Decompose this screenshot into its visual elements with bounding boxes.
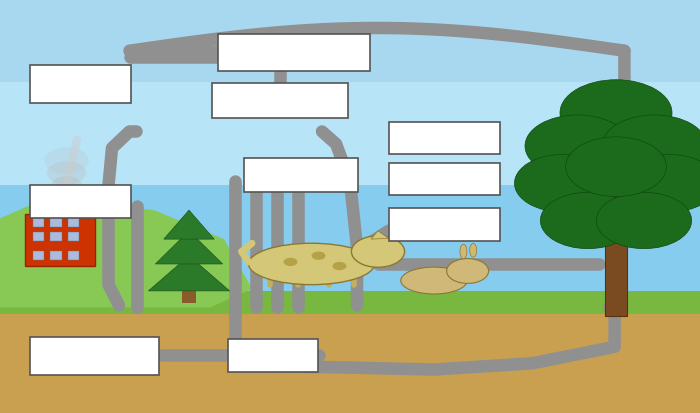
Polygon shape: [0, 202, 252, 308]
Circle shape: [525, 116, 630, 178]
Bar: [50, 251, 62, 260]
Circle shape: [620, 155, 700, 213]
Bar: [0, 291, 700, 314]
Circle shape: [602, 116, 700, 178]
Circle shape: [312, 252, 326, 260]
FancyBboxPatch shape: [389, 164, 500, 196]
Bar: [33, 218, 44, 227]
Circle shape: [51, 177, 82, 195]
Bar: [0, 0, 700, 83]
Bar: [33, 233, 44, 242]
FancyBboxPatch shape: [389, 209, 500, 241]
FancyBboxPatch shape: [31, 337, 158, 375]
Circle shape: [351, 236, 405, 268]
Circle shape: [44, 148, 89, 174]
Bar: [0, 186, 700, 289]
Bar: [0, 0, 700, 186]
Circle shape: [284, 258, 298, 266]
Ellipse shape: [470, 244, 477, 258]
FancyBboxPatch shape: [389, 122, 500, 154]
Circle shape: [566, 138, 666, 197]
Ellipse shape: [248, 244, 374, 285]
Bar: [39, 188, 52, 215]
Bar: [33, 251, 44, 260]
Bar: [182, 287, 196, 304]
Bar: [50, 233, 62, 242]
Bar: [605, 163, 627, 316]
Circle shape: [514, 155, 612, 213]
Circle shape: [560, 81, 672, 147]
FancyBboxPatch shape: [31, 66, 131, 103]
Bar: [68, 251, 79, 260]
Circle shape: [540, 193, 636, 249]
FancyBboxPatch shape: [218, 35, 370, 72]
Bar: [0, 308, 700, 413]
Circle shape: [447, 259, 489, 284]
Ellipse shape: [400, 268, 468, 294]
Polygon shape: [148, 256, 230, 291]
Polygon shape: [164, 211, 214, 240]
FancyBboxPatch shape: [31, 186, 131, 219]
Bar: [68, 218, 79, 227]
Bar: [50, 218, 62, 227]
Ellipse shape: [460, 244, 467, 259]
Bar: [25, 215, 94, 266]
Circle shape: [596, 193, 692, 249]
Circle shape: [332, 262, 346, 271]
Bar: [62, 188, 74, 215]
Circle shape: [47, 162, 86, 185]
Polygon shape: [371, 231, 388, 240]
Polygon shape: [155, 231, 223, 264]
FancyBboxPatch shape: [228, 339, 318, 373]
Bar: [68, 233, 79, 242]
FancyBboxPatch shape: [213, 83, 347, 119]
FancyBboxPatch shape: [244, 159, 358, 192]
